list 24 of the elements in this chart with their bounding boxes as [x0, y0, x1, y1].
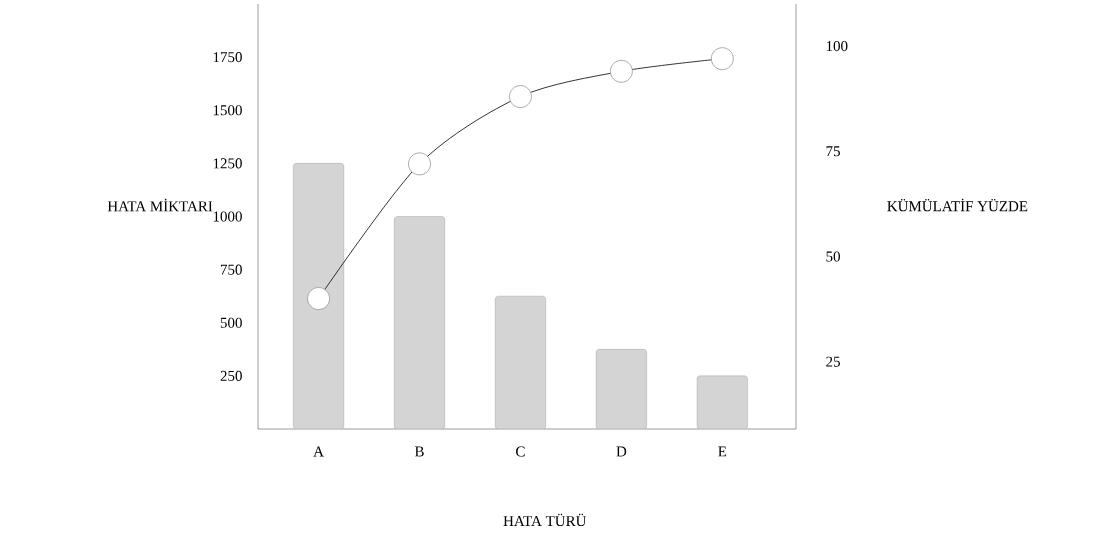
y-tick-label: 750 [220, 264, 242, 275]
x-tick-label: E [718, 446, 727, 457]
y2-tick-label: 50 [826, 251, 840, 262]
x-tick-label: D [616, 446, 627, 457]
bar [293, 163, 344, 429]
y-tick-label: 1500 [213, 105, 242, 116]
x-axis-title: HATA TÜRÜ [503, 513, 587, 527]
bar [495, 295, 546, 429]
bar [394, 216, 445, 429]
y2-tick-label: 25 [826, 356, 840, 367]
y2-axis-title: KÜMÜLATİF YÜZDE [887, 198, 1028, 212]
y-axis-title: HATA MİKTARI [107, 198, 213, 212]
y-tick-label: 1000 [213, 211, 242, 222]
y-tick-label: 1250 [213, 158, 242, 169]
y2-tick-label: 100 [826, 41, 848, 52]
x-tick-label: A [313, 446, 324, 457]
x-tick-label: B [414, 446, 424, 457]
y-tick-label: 500 [220, 317, 242, 328]
bar [696, 375, 748, 429]
y2-tick-label: 75 [826, 146, 840, 157]
bar [595, 349, 647, 429]
y-tick-label: 1750 [213, 52, 242, 63]
y-tick-label: 250 [220, 370, 242, 381]
x-tick-label: C [516, 446, 525, 457]
